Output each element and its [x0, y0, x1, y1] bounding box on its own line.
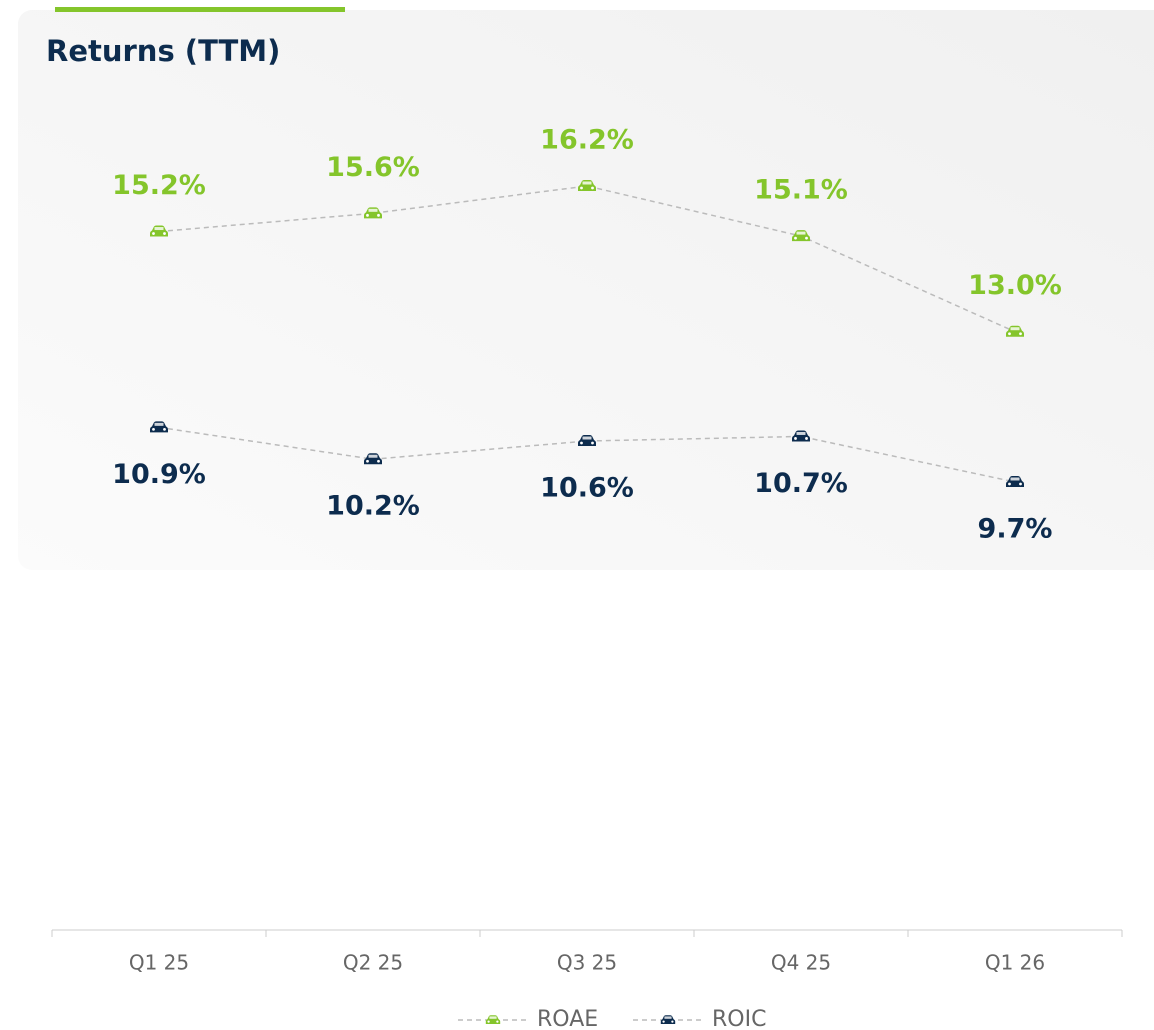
- marker-window: [154, 422, 164, 426]
- marker: [150, 421, 168, 433]
- marker-light: [366, 459, 369, 463]
- marker: [150, 225, 168, 237]
- marker: [364, 207, 382, 219]
- data-label: 10.7%: [754, 468, 848, 499]
- chart-title: Returns (TTM): [46, 34, 280, 68]
- marker-window: [489, 1016, 497, 1019]
- marker-window: [1010, 477, 1020, 481]
- marker: [578, 435, 596, 447]
- data-label: 10.6%: [540, 473, 634, 504]
- marker-light: [1019, 332, 1022, 336]
- marker: [792, 230, 810, 242]
- marker-light: [591, 441, 594, 445]
- marker: [660, 1015, 676, 1024]
- marker-light: [487, 1020, 490, 1023]
- marker-light: [580, 441, 583, 445]
- x-tick-label: Q2 25: [343, 951, 403, 975]
- x-tick-label: Q3 25: [557, 951, 617, 975]
- data-label: 15.2%: [112, 170, 206, 201]
- data-label: 16.2%: [540, 125, 634, 156]
- data-label: 15.1%: [754, 175, 848, 206]
- marker: [364, 453, 382, 465]
- data-label: 10.9%: [112, 459, 206, 490]
- marker-light: [1019, 482, 1022, 486]
- marker-window: [796, 231, 806, 235]
- marker-light: [794, 437, 797, 440]
- marker-light: [671, 1020, 674, 1023]
- marker-window: [796, 431, 806, 435]
- data-label: 10.2%: [326, 491, 420, 522]
- data-label: 9.7%: [978, 514, 1053, 545]
- marker-window: [368, 454, 378, 458]
- legend-label: ROAE: [537, 1007, 598, 1030]
- x-tick-label: Q1 26: [985, 951, 1045, 975]
- marker-light: [152, 232, 155, 235]
- marker-light: [662, 1020, 665, 1023]
- marker-window: [1010, 327, 1020, 331]
- marker-window: [154, 227, 164, 231]
- marker-light: [591, 186, 594, 190]
- marker: [485, 1015, 501, 1024]
- marker-light: [163, 427, 166, 431]
- legend-label: ROIC: [712, 1007, 766, 1030]
- marker-window: [368, 208, 378, 212]
- marker-light: [1008, 482, 1011, 486]
- card: [18, 10, 1154, 570]
- marker: [578, 180, 596, 191]
- marker-light: [794, 236, 797, 240]
- marker-light: [377, 213, 380, 217]
- marker-light: [163, 232, 166, 235]
- marker: [1006, 325, 1024, 337]
- data-label: 15.6%: [326, 152, 420, 183]
- data-label: 13.0%: [968, 270, 1062, 301]
- marker-light: [805, 437, 808, 440]
- marker-window: [664, 1016, 672, 1019]
- x-tick-label: Q1 25: [129, 951, 189, 975]
- marker-window: [582, 436, 592, 440]
- marker-window: [582, 181, 592, 185]
- marker-light: [580, 186, 583, 190]
- marker-light: [805, 236, 808, 240]
- marker-light: [1008, 332, 1011, 336]
- marker-light: [152, 427, 155, 431]
- marker-light: [366, 213, 369, 217]
- marker-light: [377, 459, 380, 463]
- marker: [792, 430, 810, 442]
- series-line: [158, 426, 1016, 483]
- marker: [1006, 476, 1024, 487]
- accent-bar: [55, 7, 345, 12]
- marker-light: [496, 1020, 499, 1023]
- x-tick-label: Q4 25: [771, 951, 831, 975]
